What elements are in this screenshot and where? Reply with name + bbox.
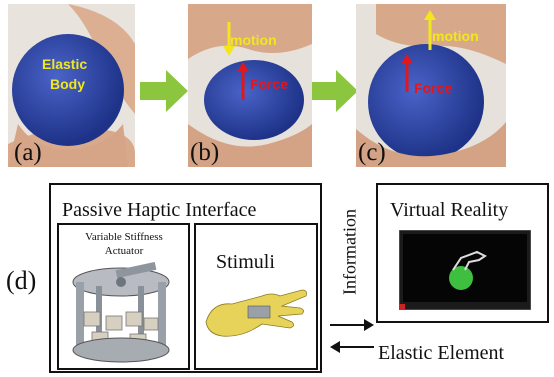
- motion-arrow-icon: [424, 10, 436, 50]
- stimuli-label: Stimuli: [216, 251, 275, 273]
- photo-c: motion Force: [356, 4, 506, 167]
- green-arrow-icon: [312, 70, 358, 112]
- force-arrow-icon: [401, 54, 413, 92]
- vr-screen-icon: [399, 230, 531, 310]
- passive-haptic-interface-title: Passive Haptic Interface: [62, 199, 257, 221]
- vsa-label-1: Variable Stiffness: [85, 231, 163, 243]
- arrow-left-icon: [330, 341, 374, 353]
- hand-stimuli-icon: [205, 289, 307, 337]
- motion-label-c: motion: [432, 28, 479, 44]
- motion-arrow-icon: [223, 22, 235, 56]
- elastic-element-label: Elastic Element: [378, 342, 505, 364]
- vsa-label-2: Actuator: [104, 245, 144, 257]
- vsa-actuator-icon: [72, 262, 170, 363]
- elastic-body-label: Elastic: [42, 56, 88, 72]
- panel-label-c: (c): [358, 139, 386, 166]
- information-label: Information: [339, 209, 360, 295]
- panel-label-a: (a): [14, 139, 42, 166]
- arrow-right-icon: [330, 319, 374, 331]
- force-arrow-icon: [237, 62, 249, 100]
- panel-label-d: (d): [6, 266, 37, 295]
- motion-label-b: motion: [230, 32, 277, 48]
- photo-a: Elastic Body: [8, 4, 135, 167]
- green-arrow-icon: [140, 70, 188, 112]
- force-label-c: Force: [414, 80, 453, 96]
- elastic-body-label-2: Body: [50, 76, 85, 92]
- force-label-b: Force: [250, 76, 289, 92]
- virtual-reality-title: Virtual Reality: [390, 199, 509, 221]
- panel-label-b: (b): [190, 139, 220, 166]
- photo-b: motion Force: [188, 4, 312, 167]
